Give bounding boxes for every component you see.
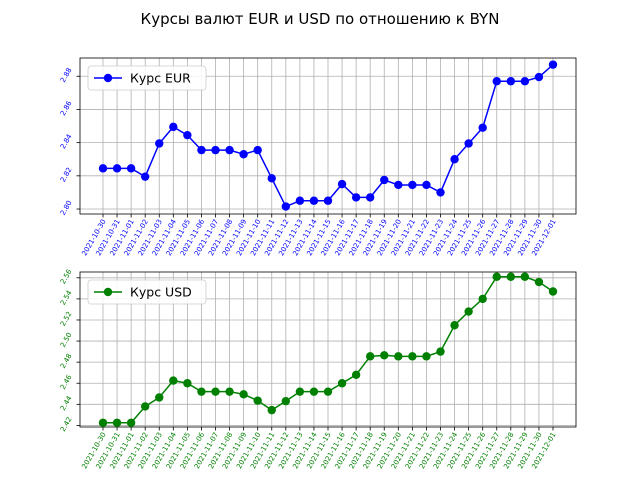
data-point xyxy=(140,402,150,411)
data-point xyxy=(365,352,375,361)
y-tick-label: 2.46 xyxy=(59,373,74,391)
figure-title: Курсы валют EUR и USD по отношению к BYN xyxy=(141,10,500,28)
data-point xyxy=(225,145,234,155)
data-point xyxy=(450,155,459,164)
data-point xyxy=(464,139,473,148)
data-point xyxy=(140,172,150,181)
data-point xyxy=(239,150,248,159)
data-point xyxy=(169,122,178,132)
legend: Курс EUR xyxy=(87,65,207,91)
data-point xyxy=(365,193,375,202)
legend-box xyxy=(87,279,207,305)
data-point xyxy=(239,390,248,399)
data-point xyxy=(548,60,558,69)
y-tick-label: 2.88 xyxy=(59,67,74,85)
data-point xyxy=(422,180,431,190)
y-tick-label: 2.84 xyxy=(59,132,74,150)
data-point xyxy=(450,321,459,330)
data-point xyxy=(351,370,361,380)
data-point xyxy=(183,379,192,388)
data-point xyxy=(197,145,206,155)
data-point xyxy=(492,77,501,86)
data-point xyxy=(309,387,319,396)
data-point xyxy=(436,347,445,356)
data-point xyxy=(155,139,164,148)
data-point xyxy=(98,418,108,427)
data-point xyxy=(98,164,108,173)
data-point xyxy=(295,196,305,205)
data-point xyxy=(337,179,347,189)
legend-label: Курс USD xyxy=(130,285,192,300)
y-tick-label: 2.86 xyxy=(59,99,74,117)
data-point xyxy=(506,77,516,86)
data-point xyxy=(380,175,389,185)
y-tick-label: 2.50 xyxy=(59,331,74,349)
data-point xyxy=(534,277,544,287)
y-tick-label: 2.82 xyxy=(59,166,74,184)
data-point xyxy=(337,379,347,388)
data-point xyxy=(295,387,305,396)
data-point xyxy=(520,272,530,281)
usd-chart: 2.422.442.462.482.502.522.542.562021-10-… xyxy=(59,268,577,470)
data-point xyxy=(197,387,206,396)
data-point xyxy=(422,352,431,361)
y-tick-label: 2.80 xyxy=(59,199,74,217)
y-tick-label: 2.54 xyxy=(59,289,74,307)
data-point xyxy=(408,352,417,361)
y-tick-label: 2.44 xyxy=(59,394,74,412)
legend-marker xyxy=(103,287,113,297)
data-point xyxy=(253,396,262,405)
legend-marker xyxy=(103,73,113,83)
data-point xyxy=(323,387,333,396)
data-point xyxy=(380,351,389,360)
data-point xyxy=(492,272,501,281)
data-point xyxy=(267,405,276,415)
data-point xyxy=(112,418,122,427)
data-point xyxy=(478,123,487,132)
data-point xyxy=(211,387,220,396)
data-point xyxy=(408,180,417,190)
data-point xyxy=(281,396,291,406)
legend-box xyxy=(87,65,207,91)
eur-chart: 2.802.822.842.862.882021-10-302021-10-31… xyxy=(59,57,577,257)
legend: Курс USD xyxy=(87,279,207,305)
data-point xyxy=(126,418,136,427)
y-tick-label: 2.52 xyxy=(59,310,74,328)
y-tick-label: 2.42 xyxy=(59,416,74,434)
data-point xyxy=(225,387,234,396)
data-point xyxy=(267,174,276,183)
data-point xyxy=(351,193,361,202)
data-point xyxy=(520,77,530,86)
legend-label: Курс EUR xyxy=(130,71,191,86)
data-point xyxy=(534,72,544,82)
data-point xyxy=(548,287,558,296)
data-point xyxy=(253,145,262,155)
data-point xyxy=(169,376,178,385)
data-point xyxy=(281,202,291,211)
data-point xyxy=(155,393,164,402)
data-point xyxy=(436,188,445,197)
y-tick-label: 2.56 xyxy=(59,268,74,286)
data-point xyxy=(323,196,333,205)
data-point xyxy=(506,272,516,281)
data-point xyxy=(394,180,403,190)
data-point xyxy=(394,352,403,361)
data-point xyxy=(211,145,220,155)
data-point xyxy=(126,164,136,173)
data-point xyxy=(478,294,487,304)
data-point xyxy=(309,196,319,205)
data-point xyxy=(112,164,122,173)
y-tick-label: 2.48 xyxy=(59,352,74,370)
data-point xyxy=(464,307,473,316)
data-point xyxy=(183,130,192,140)
